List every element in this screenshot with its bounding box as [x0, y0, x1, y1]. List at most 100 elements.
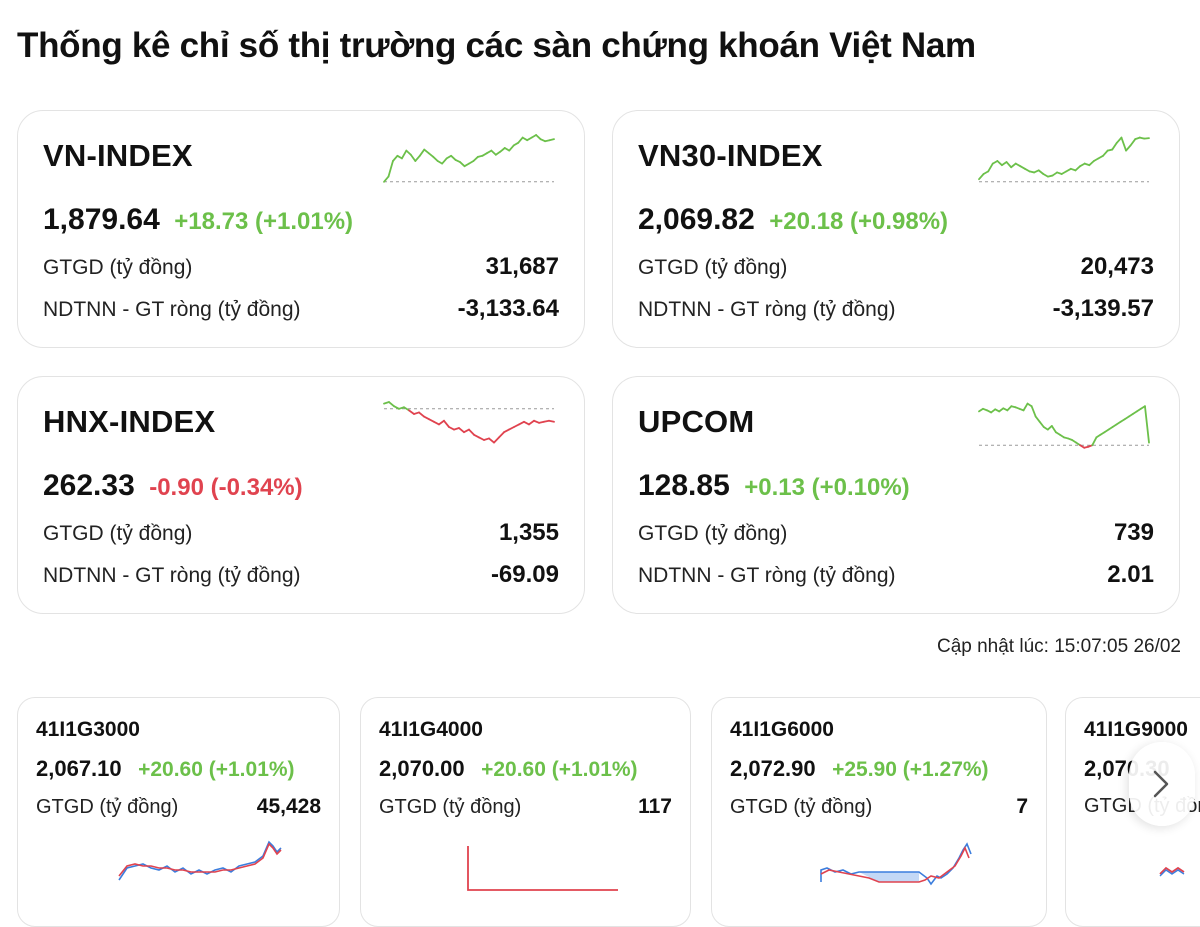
chevron-right-icon — [1153, 770, 1169, 798]
gtgd-label: GTGD (tỷ đồng) — [43, 256, 193, 279]
sparkline-segment — [473, 433, 480, 439]
sparkline-segment — [1115, 136, 1123, 144]
sparkline-segment — [392, 154, 399, 162]
sparkline-segment — [1034, 415, 1041, 423]
futures-card-41i1g6000[interactable]: 41I1G6000 2,072.90 +25.90 (+1.27%) GTGD … — [711, 697, 1047, 927]
sparkline-segment — [432, 155, 439, 162]
sparkline-segment — [1037, 169, 1045, 175]
futures-sparkline-chart — [467, 846, 618, 891]
index-card-upcom[interactable]: UPCOM 128.85 +0.13 (+0.10%) GTGD (tỷ đồn… — [612, 376, 1180, 614]
sparkline-segment — [441, 157, 448, 165]
index-name: UPCOM — [638, 404, 755, 439]
sparkline-segment — [458, 427, 465, 434]
index-card-vn30-index[interactable]: VN30-INDEX 2,069.82 +20.18 (+0.98%) GTGD… — [612, 110, 1180, 348]
gtgd-value: 1,355 — [498, 519, 559, 546]
sparkline-segment — [508, 426, 515, 431]
ndtnn-value: -3,133.64 — [457, 295, 559, 322]
sparkline-segment — [490, 149, 497, 156]
sparkline-segment — [393, 405, 400, 410]
futures-price: 2,067.10 — [36, 756, 122, 781]
sparkline-segment — [450, 154, 457, 161]
futures-sparkline-chart — [1159, 866, 1185, 877]
sparkline-segment — [523, 420, 530, 426]
sparkline-segment — [1006, 405, 1013, 412]
sparkline-segment — [987, 162, 994, 173]
sparkline-segment — [996, 160, 1003, 167]
futures-change: +25.90 (+1.27%) — [832, 758, 989, 781]
sparkline-segment — [1125, 144, 1132, 152]
futures-card-41i1g3000[interactable]: 41I1G3000 2,067.10 +20.60 (+1.01%) GTGD … — [17, 697, 340, 927]
sparkline-segment — [459, 161, 466, 168]
sparkline-segment — [535, 134, 542, 141]
sparkline-segment — [499, 147, 506, 153]
sparkline-chart — [978, 402, 1150, 449]
gtgd-label: GTGD (tỷ đồng) — [36, 796, 179, 818]
update-timestamp: Cập nhật lúc: 15:07:05 26/02 — [936, 636, 1181, 657]
sparkline-segment — [1088, 160, 1095, 167]
sparkline-segment — [472, 155, 479, 162]
index-card-vn-index[interactable]: VN-INDEX 1,879.64 +18.73 (+1.01%) GTGD (… — [17, 110, 585, 348]
sparkline-segment — [418, 148, 426, 157]
ndtnn-value: 2.01 — [1107, 561, 1154, 588]
sparkline-segment — [414, 154, 421, 162]
sparkline-segment — [443, 419, 450, 428]
gtgd-value: 117 — [638, 795, 672, 818]
sparkline-segment — [498, 431, 505, 439]
sparkline-segment — [503, 428, 510, 434]
sparkline-chart — [383, 401, 555, 444]
sparkline-segment — [423, 415, 430, 421]
sparkline-segment — [433, 420, 440, 426]
gtgd-value: 31,687 — [485, 253, 559, 280]
index-change: +0.13 (+0.10%) — [744, 474, 910, 501]
ndtnn-label: NDTNN - GT ròng (tỷ đồng) — [43, 564, 301, 587]
sparkline-segment — [383, 175, 390, 183]
index-change: -0.90 (-0.34%) — [149, 474, 303, 501]
sparkline-segment — [1001, 161, 1008, 167]
gtgd-value: 45,428 — [256, 795, 321, 818]
sparkline-segment — [1102, 149, 1109, 157]
sparkline-segment — [1144, 405, 1150, 444]
sparkline-segment — [400, 149, 408, 160]
sparkline-segment — [408, 409, 415, 415]
sparkline-segment — [1038, 420, 1045, 428]
ndtnn-value: -3,139.57 — [1052, 295, 1154, 322]
futures-card-41i1g4000[interactable]: 41I1G4000 2,070.00 +20.60 (+1.01%) GTGD … — [360, 697, 691, 927]
sparkline-segment — [1091, 436, 1098, 447]
sparkline-segment — [468, 428, 475, 436]
index-card-hnx-index[interactable]: HNX-INDEX 262.33 -0.90 (-0.34%) GTGD (tỷ… — [17, 376, 585, 614]
index-name: HNX-INDEX — [43, 404, 216, 439]
sparkline-segment — [418, 411, 425, 418]
index-price: 2,069.82 — [638, 203, 755, 236]
carousel-next-button[interactable] — [1129, 742, 1195, 826]
sparkline-segment — [533, 419, 540, 424]
sparkline-segment — [548, 419, 555, 423]
futures-change: +20.60 (+1.01%) — [138, 758, 295, 781]
gtgd-value: 7 — [1016, 795, 1028, 818]
sparkline-segment — [427, 152, 435, 158]
sparkline-segment — [409, 153, 417, 162]
sparkline-chart — [383, 134, 555, 183]
sparkline-segment — [1022, 402, 1029, 412]
sparkline-segment — [494, 150, 502, 156]
futures-sparkline-chart — [118, 840, 282, 881]
gtgd-label: GTGD (tỷ đồng) — [730, 796, 873, 818]
sparkline-segment — [478, 436, 485, 441]
futures-sparkline-chart — [820, 842, 972, 886]
index-change: +20.18 (+0.98%) — [769, 208, 949, 235]
sparkline-segment — [448, 426, 455, 431]
gtgd-label: GTGD (tỷ đồng) — [379, 796, 522, 818]
sparkline-segment — [1010, 162, 1017, 169]
sparkline-segment — [508, 144, 515, 152]
sparkline-segment — [438, 419, 445, 426]
ndtnn-label: NDTNN - GT ròng (tỷ đồng) — [43, 298, 301, 321]
futures-price: 2,072.90 — [730, 756, 816, 781]
sparkline-segment — [1050, 425, 1057, 434]
sparkline-segment — [388, 401, 395, 408]
sparkline-segment — [1120, 136, 1127, 152]
index-name: VN30-INDEX — [638, 138, 823, 173]
gtgd-label: GTGD (tỷ đồng) — [638, 522, 788, 545]
sparkline-segment — [528, 419, 535, 426]
sparkline-segment — [1005, 161, 1013, 169]
ndtnn-value: -69.09 — [490, 561, 559, 588]
index-price: 1,879.64 — [43, 203, 160, 236]
